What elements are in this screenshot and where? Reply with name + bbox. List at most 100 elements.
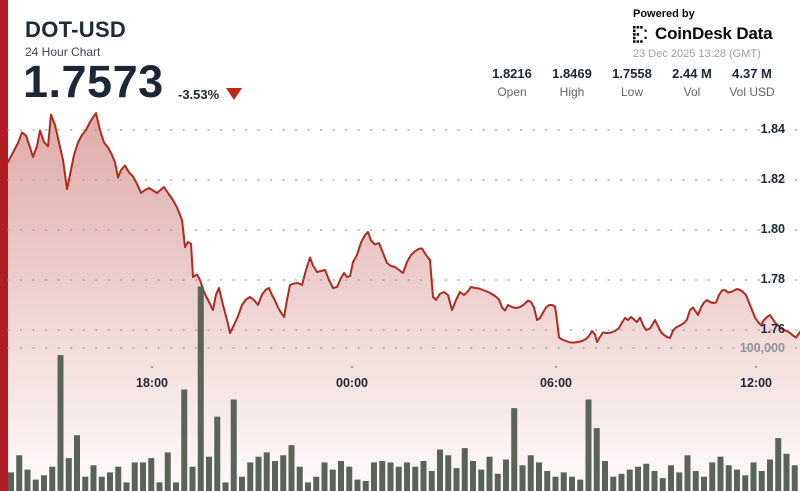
volume-bar <box>428 471 435 491</box>
volume-bar <box>371 462 377 491</box>
volume-bar <box>767 459 773 491</box>
page-title: DOT-USD <box>25 17 127 42</box>
volume-bar <box>494 473 501 491</box>
chart-subtitle: 24 Hour Chart <box>25 45 101 59</box>
volume-bar <box>478 469 485 491</box>
volume-bar <box>148 458 155 491</box>
volume-bar <box>255 456 262 491</box>
volume-bar <box>131 462 138 491</box>
volume-bar <box>511 408 518 491</box>
volume-bar <box>239 476 245 491</box>
volume-bar <box>593 428 600 491</box>
last-price: 1.7573 <box>23 56 164 107</box>
stat-label: High <box>559 85 585 99</box>
volume-bar <box>263 452 270 491</box>
volume-bar <box>717 456 724 491</box>
x-tick-dot <box>754 365 758 369</box>
stat-label: Vol USD <box>729 85 775 99</box>
volume-bar <box>577 479 584 491</box>
stat-low: 1.7558 Low <box>602 66 662 99</box>
volume-bar <box>288 445 295 491</box>
volume-bar <box>280 455 287 491</box>
volume-bar <box>486 456 493 491</box>
volume-bar <box>140 462 146 491</box>
volume-bar <box>230 399 237 491</box>
volume-bar <box>346 466 353 491</box>
volume-bar <box>659 478 666 491</box>
volume-bar <box>305 482 311 491</box>
volume-bar <box>222 482 229 491</box>
stat-value: 1.8216 <box>492 66 532 81</box>
volume-bar <box>461 448 468 491</box>
change-percent: -3.53% <box>178 87 220 102</box>
volume-bar <box>420 461 427 491</box>
volume-bar <box>758 471 765 491</box>
stat-open: 1.8216 Open <box>482 66 542 99</box>
volume-bar <box>32 479 39 491</box>
volume-bar <box>651 471 658 491</box>
x-axis-label: 00:00 <box>336 376 368 390</box>
volume-bar <box>544 471 551 491</box>
volume-bar <box>387 462 394 491</box>
volume-bar <box>49 466 56 491</box>
volume-bar <box>156 482 163 491</box>
x-axis-label: 06:00 <box>540 376 572 390</box>
volume-bar <box>569 476 575 491</box>
volume-bar <box>313 476 320 491</box>
volume-bar <box>709 462 716 491</box>
volume-bar <box>379 461 386 491</box>
stat-value: 2.44 M <box>672 66 712 81</box>
volume-bar <box>536 462 542 491</box>
volume-bar <box>635 466 641 491</box>
volume-bar <box>24 469 31 491</box>
volume-bar <box>107 472 113 491</box>
volume-bar <box>643 463 650 491</box>
volume-axis-label: 100,000 <box>739 341 785 355</box>
volume-bar <box>8 472 14 491</box>
volume-bar <box>676 472 683 491</box>
volume-bar <box>725 465 732 491</box>
volume-bar <box>354 479 361 491</box>
volume-bar <box>437 449 443 491</box>
volume-bar <box>742 475 749 491</box>
powered-by-label: Powered by <box>633 8 695 20</box>
volume-bar <box>321 462 328 491</box>
volume-bar <box>115 466 122 491</box>
x-axis-label: 12:00 <box>740 376 772 390</box>
stat-value: 1.8469 <box>552 66 592 81</box>
stat-vol-usd: 4.37 M Vol USD <box>722 66 782 99</box>
volume-bar <box>98 476 105 491</box>
volume-bar <box>701 476 707 491</box>
price-line <box>7 112 800 344</box>
down-triangle-icon <box>226 88 242 100</box>
x-tick-dot <box>554 365 558 369</box>
y-axis-label: 1.82 <box>760 172 785 186</box>
coindesk-logo[interactable]: CoinDesk Data <box>633 24 778 44</box>
x-tick-dot <box>150 365 154 369</box>
brand-stripe <box>0 0 8 491</box>
volume-bar <box>602 461 608 491</box>
stat-label: Low <box>620 85 643 99</box>
volume-bar <box>668 465 674 491</box>
volume-bar <box>90 465 97 491</box>
brand-block: Powered by CoinDesk Data 23 Dec 202 <box>633 8 778 60</box>
volume-bar <box>329 469 336 491</box>
y-axis-label: 1.78 <box>760 272 785 286</box>
volume-bar <box>74 435 80 491</box>
volume-bar <box>626 469 633 491</box>
volume-bar <box>247 462 254 491</box>
volume-bar <box>296 466 303 491</box>
volume-bar <box>272 461 278 491</box>
volume-bar <box>692 471 699 491</box>
volume-bar <box>610 476 617 491</box>
volume-bar <box>189 466 196 491</box>
stat-label: Vol <box>683 85 701 99</box>
volume-bar <box>16 455 23 491</box>
volume-bar <box>734 469 740 491</box>
price-area <box>8 113 800 491</box>
volume-bar <box>783 453 790 491</box>
volume-bar <box>362 481 369 491</box>
stat-value: 1.7558 <box>612 66 652 81</box>
